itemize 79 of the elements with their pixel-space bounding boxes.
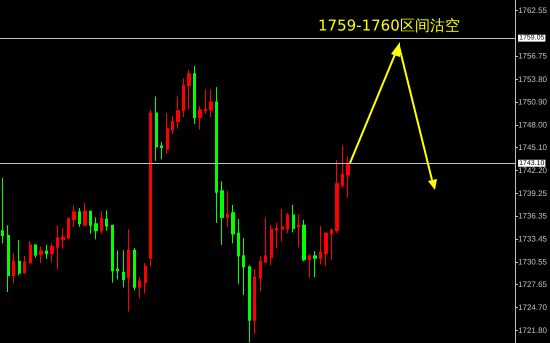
- candlestick: [220, 180, 224, 246]
- candlestick: [127, 228, 130, 312]
- candlestick: [7, 224, 10, 292]
- candlestick: [275, 222, 278, 249]
- candlestick: [281, 208, 284, 242]
- candlestick: [56, 224, 59, 270]
- candlestick: [204, 88, 207, 114]
- candlestick: [1, 178, 4, 244]
- candlestick: [346, 156, 350, 198]
- candlestick: [50, 242, 54, 263]
- candlestick: [166, 112, 169, 154]
- candlestick: [45, 244, 48, 260]
- candlestick: [193, 65, 196, 125]
- candlestick: [297, 214, 300, 248]
- candlestick: [23, 255, 26, 274]
- y-tick-label: 1724.70: [518, 303, 548, 312]
- candlestick: [39, 246, 43, 264]
- y-tick-label: 1730.55: [518, 257, 548, 266]
- candlestick: [116, 250, 119, 280]
- y-tick-label: 1745.10: [518, 143, 548, 152]
- candlestick: [324, 232, 328, 267]
- candlestick: [155, 96, 158, 162]
- candlestick: [29, 240, 32, 264]
- candlestick: [330, 228, 333, 260]
- candlestick: [105, 210, 108, 232]
- y-tick-label: 1748.00: [518, 120, 548, 130]
- candlestick: [78, 208, 81, 228]
- candlestick: [215, 86, 218, 224]
- y-tick-label: 1750.90: [518, 98, 548, 107]
- candlestick: [138, 276, 141, 299]
- annotation: 1759-1760区间沽空: [318, 16, 460, 34]
- candlestick: [149, 109, 152, 267]
- candlestick: [12, 253, 15, 284]
- candlestick: [144, 262, 147, 294]
- candlestick: [160, 142, 163, 160]
- candlestick: [231, 204, 235, 244]
- candlestick: [182, 78, 185, 118]
- candlestick: [226, 190, 229, 228]
- candlestick: [209, 88, 213, 118]
- y-tick-label: 1733.45: [518, 234, 548, 244]
- y-tick-label: 1756.75: [518, 52, 548, 61]
- y-tick-label: 1721.80: [518, 326, 548, 335]
- candlestick: [111, 224, 114, 284]
- y-tick-label: 1739.25: [518, 188, 548, 198]
- candlestick: [264, 216, 267, 263]
- candlestick: [133, 248, 136, 291]
- candlestick: [259, 255, 262, 292]
- y-tick-label: 1727.65: [518, 280, 548, 290]
- candlestick: [198, 105, 202, 130]
- y-tick-label: 1753.80: [518, 74, 548, 84]
- candlestick: [270, 224, 273, 266]
- candlestick: [100, 210, 103, 234]
- candlestick: [335, 160, 339, 234]
- candlestick: [89, 210, 92, 234]
- candlestick: [94, 216, 98, 240]
- candlestick: [18, 240, 21, 276]
- candlestick: [122, 250, 125, 288]
- candlestick: [187, 69, 191, 110]
- candlestick: [292, 204, 295, 233]
- candlestick: [61, 228, 65, 250]
- candlestick: [67, 216, 70, 240]
- candlestick: [286, 212, 289, 234]
- candlestick: [34, 244, 37, 258]
- candlestick: [242, 237, 245, 296]
- candlestick: [319, 226, 322, 266]
- candlestick: [176, 96, 180, 130]
- candlestick: [248, 264, 251, 343]
- candlestick: [171, 116, 174, 135]
- candlestick: [313, 250, 317, 278]
- y-tick-label: 1736.35: [518, 212, 548, 221]
- candlestick: [72, 205, 76, 228]
- candlestick: [253, 268, 256, 334]
- candlestick: [302, 219, 306, 262]
- y-tick-label: 1762.55: [518, 6, 548, 16]
- candlestick: [308, 254, 311, 278]
- candlestick: [237, 218, 240, 285]
- candlestick: [83, 202, 87, 226]
- y-tick-label: 1742.20: [518, 166, 548, 175]
- candlestick: [341, 144, 344, 188]
